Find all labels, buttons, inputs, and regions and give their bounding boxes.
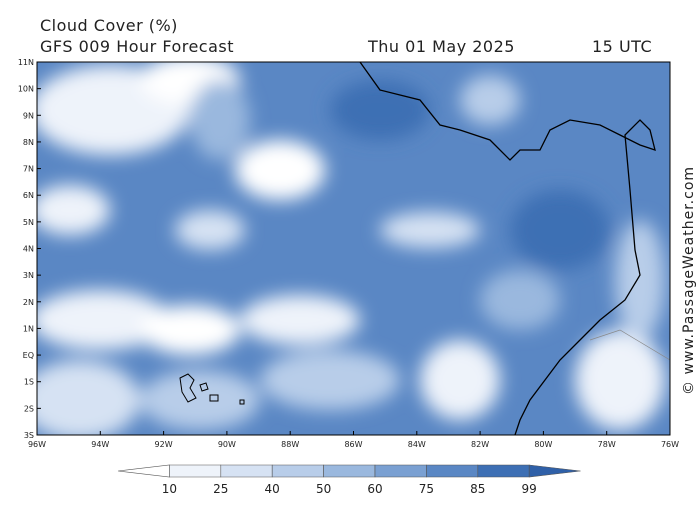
lat-label: EQ [23,351,34,360]
lat-label: 8N [23,138,34,147]
lon-label: 80W [534,440,552,449]
lat-label: 9N [23,111,34,120]
lon-label: 86W [344,440,362,449]
lat-label: 2N [23,298,34,307]
lat-label: 1S [24,378,34,387]
colorbar-label: 99 [522,482,537,496]
colorbar-label: 10 [162,482,177,496]
lon-label: 94W [91,440,109,449]
lon-label: 88W [281,440,299,449]
title: Cloud Cover (%) [40,16,178,35]
lat-label: 10N [18,85,34,94]
lat-label: 3N [23,271,34,280]
colorbar-segment [528,464,581,478]
watermark: © www.PassageWeather.com [681,166,697,395]
border [589,329,670,361]
colorbar-label: 50 [316,482,331,496]
lon-label: 76W [661,440,679,449]
colorbar-label: 60 [367,482,382,496]
colorbar-segment [117,464,170,478]
time: 15 UTC [592,37,652,56]
cloud-field [37,62,670,435]
date: Thu 01 May 2025 [367,37,515,56]
lat-label: 3S [24,431,34,440]
colorbar-segment [374,464,427,478]
lon-label: 90W [218,440,236,449]
lon-label: 82W [471,440,489,449]
colorbar-segment [323,464,376,478]
lon-label: 84W [408,440,426,449]
lat-label: 1N [23,324,34,333]
lat-label: 5N [23,218,34,227]
colorbar-label: 40 [265,482,280,496]
colorbar-segment [426,464,479,478]
colorbar-segment [271,464,324,478]
coastline [359,62,656,435]
colorbar-label: 25 [213,482,228,496]
lon-label: 78W [598,440,616,449]
colorbar-label: 75 [419,482,434,496]
colorbar-segment [169,464,222,478]
lon-label: 96W [28,440,46,449]
colorbar-segment [477,464,530,478]
colorbar-segment [220,464,273,478]
lat-label: 11N [18,58,34,67]
lat-label: 7N [23,165,34,174]
lat-label: 2S [24,404,34,413]
lat-label: 4N [23,245,34,254]
lat-label: 6N [23,191,34,200]
galapagos [179,373,245,405]
lon-label: 92W [155,440,173,449]
colorbar-label: 85 [470,482,485,496]
subtitle: GFS 009 Hour Forecast [40,37,234,56]
